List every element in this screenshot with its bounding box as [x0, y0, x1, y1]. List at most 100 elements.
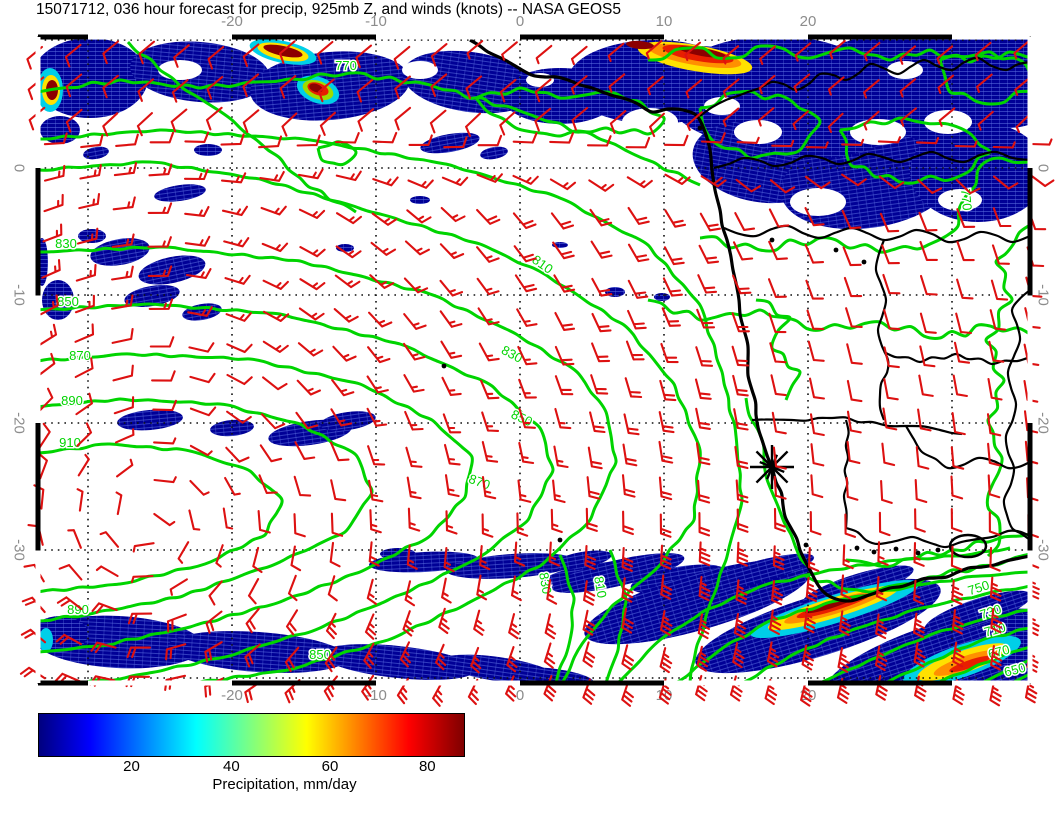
wind-barb: [591, 342, 611, 363]
wind-barb: [919, 274, 938, 296]
wind-barb: [846, 343, 863, 365]
wind-barb: [1029, 138, 1053, 146]
wind-barb: [806, 309, 825, 331]
wind-barb: [260, 413, 286, 430]
wind-barb: [476, 173, 503, 183]
wind-barb: [184, 131, 210, 143]
wind-barb: [41, 258, 61, 279]
wind-barb: [481, 476, 497, 500]
wind-barb: [403, 313, 427, 330]
wind-barb: [875, 613, 888, 640]
wind-barb: [621, 680, 634, 707]
wind-barb: [915, 446, 930, 470]
wind-barb: [334, 132, 360, 144]
wind-barb: [956, 208, 976, 228]
wind-barb: [298, 208, 326, 219]
wind-barb: [510, 575, 522, 602]
wind-barb: [659, 379, 677, 402]
wind-barb: [836, 677, 850, 704]
wind-barb: [299, 246, 326, 258]
wind-barb: [809, 511, 822, 536]
wind-barb: [112, 364, 134, 382]
wind-barb: [430, 43, 448, 67]
wind-barb: [988, 511, 1001, 536]
wind-barb: [663, 246, 685, 266]
map-speck: [769, 237, 775, 243]
wind-barb: [293, 475, 312, 497]
wind-barb: [722, 78, 740, 98]
wind-barb: [247, 578, 260, 605]
wind-barb: [170, 108, 188, 133]
wind-barb: [700, 132, 726, 144]
wind-barb: [951, 579, 964, 606]
wind-barb: [882, 407, 898, 431]
wind-barb: [443, 546, 455, 573]
wind-barb: [74, 357, 94, 379]
neatline-segment: [232, 34, 376, 40]
wind-barb: [189, 406, 217, 417]
wind-barb: [394, 75, 411, 100]
wind-barb: [769, 179, 796, 194]
contour-label: 870: [467, 471, 493, 493]
wind-barb: [23, 563, 45, 583]
wind-barb: [621, 644, 635, 671]
colorbar-tick-80: 80: [418, 758, 436, 775]
wind-barb: [808, 377, 825, 400]
neatline-segment: [1027, 40, 1033, 168]
wind-barb: [43, 193, 64, 213]
wind-barb: [990, 279, 1009, 301]
wind-barb: [399, 641, 411, 668]
wind-barb: [731, 312, 750, 333]
lon-tick-top--20: -20: [221, 13, 243, 30]
wind-barb: [534, 107, 552, 132]
wind-barb: [19, 666, 46, 680]
precip-blob: [924, 590, 1030, 634]
lon-tick-bottom--20: -20: [221, 687, 243, 704]
wind-barb: [441, 577, 452, 604]
country-border: [905, 425, 1030, 470]
wind-barb: [881, 442, 896, 467]
wind-barb: [950, 545, 963, 571]
neatline-segment: [35, 40, 41, 168]
wind-barb: [773, 475, 787, 500]
wind-barb: [262, 340, 289, 353]
wind-barb: [132, 542, 155, 553]
wind-barb: [221, 205, 249, 217]
wind-barb: [660, 574, 673, 600]
precip-colorbar: [38, 713, 465, 757]
wind-barb: [989, 576, 1002, 602]
wind-barb: [863, 79, 880, 99]
africa-coastline: [469, 38, 1030, 603]
wind-barb: [956, 278, 974, 300]
wind-barb: [846, 440, 861, 465]
wind-barb: [67, 529, 82, 549]
wind-barb: [37, 387, 54, 413]
wind-barb: [918, 374, 934, 397]
neatline-segment: [35, 423, 41, 551]
wind-barb: [329, 441, 350, 462]
wind-barb: [627, 243, 650, 263]
wind-barb: [809, 413, 825, 437]
wind-barb: [65, 73, 83, 98]
wind-barb: [318, 78, 335, 103]
wind-barb: [518, 378, 537, 399]
wind-barb: [169, 578, 188, 596]
wind-barb: [625, 136, 651, 149]
wind-barb: [136, 112, 153, 137]
wind-barb: [919, 312, 937, 334]
wind-barb: [65, 108, 83, 133]
wind-barb: [329, 541, 341, 568]
wind-barb: [874, 645, 888, 672]
wind-barb: [429, 109, 447, 134]
neatline-segment: [664, 680, 808, 686]
wind-barb: [844, 513, 857, 538]
wind-barb: [626, 176, 653, 189]
wind-barb: [130, 574, 154, 584]
neatline-segment: [35, 168, 41, 296]
wind-barb: [38, 352, 56, 377]
wind-barb: [955, 178, 981, 195]
wind-barb: [220, 133, 245, 146]
height-contour: [647, 298, 1030, 340]
wind-barb: [722, 107, 740, 128]
precip-blob: [938, 189, 982, 211]
